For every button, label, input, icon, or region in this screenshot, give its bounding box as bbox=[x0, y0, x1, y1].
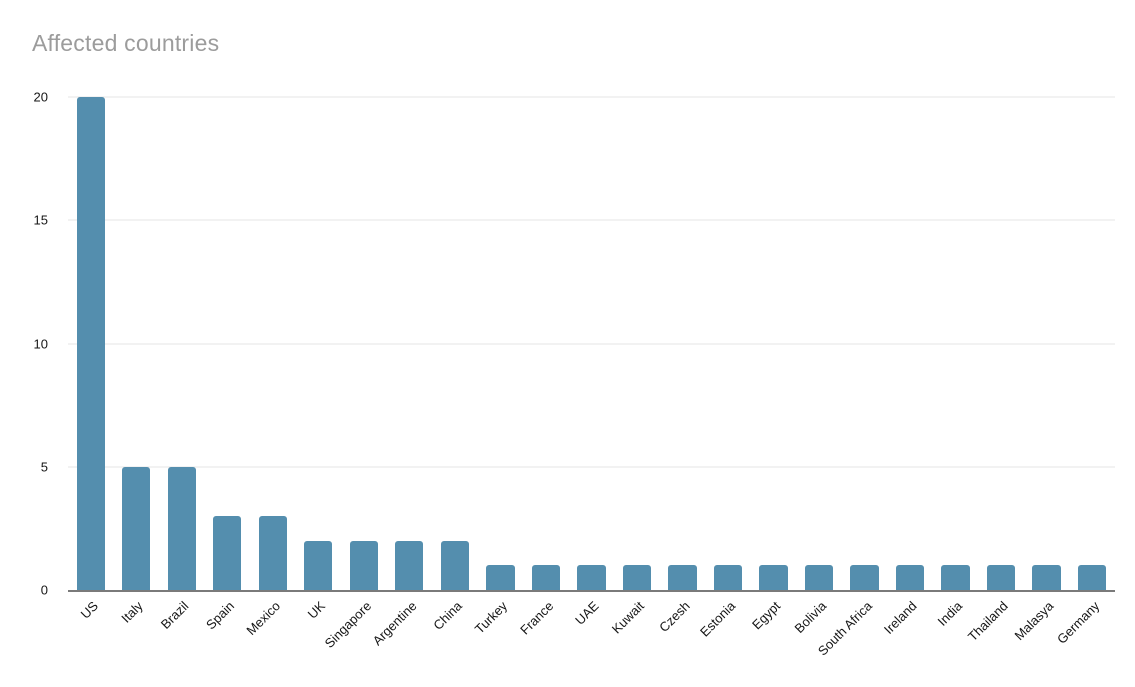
chart-title: Affected countries bbox=[32, 30, 220, 56]
bar-column-ireland bbox=[887, 97, 933, 590]
x-axis-label-kuwait: Kuwait bbox=[608, 598, 647, 637]
bar-kuwait[interactable] bbox=[622, 565, 652, 590]
bar-china[interactable] bbox=[440, 540, 469, 590]
bar-spain[interactable] bbox=[213, 516, 242, 590]
bar-italy[interactable] bbox=[122, 466, 151, 590]
x-axis-label-brazil: Brazil bbox=[158, 598, 192, 632]
bar-south-africa[interactable] bbox=[850, 565, 879, 590]
x-axis: US Italy Brazil Spain Mexico UK Singapore Argen… bbox=[68, 590, 1115, 687]
x-axis-label-china: China bbox=[430, 598, 465, 633]
bar-column-mexico bbox=[250, 97, 296, 590]
bar-column-thailand bbox=[978, 97, 1024, 590]
bar-column-egypt bbox=[751, 97, 797, 590]
bar-column-italy bbox=[114, 97, 160, 590]
x-axis-label-us: US bbox=[77, 598, 101, 622]
x-axis-label-spain: Spain bbox=[203, 598, 238, 633]
bar-column-kuwait bbox=[614, 97, 660, 590]
bar-india[interactable] bbox=[941, 565, 970, 590]
bar-egypt[interactable] bbox=[759, 565, 788, 590]
bar-column-turkey bbox=[478, 97, 524, 590]
bar-column-india bbox=[933, 97, 979, 590]
bar-column-uae bbox=[569, 97, 615, 590]
x-axis-label-bolivia: Bolivia bbox=[791, 598, 830, 636]
gridlines bbox=[68, 96, 1115, 590]
x-axis-label-egypt: Egypt bbox=[749, 598, 784, 633]
bar-column-malasya bbox=[1024, 97, 1070, 590]
bar-thailand[interactable] bbox=[986, 565, 1016, 590]
bar-bolivia[interactable] bbox=[804, 565, 834, 590]
y-tick-label-5: 5 bbox=[40, 459, 48, 475]
bar-germany[interactable] bbox=[1077, 565, 1107, 590]
bar-column-czesh bbox=[660, 97, 706, 590]
bar-column-china bbox=[432, 97, 478, 590]
bar-brazil[interactable] bbox=[167, 466, 196, 590]
y-axis: 0 5 10 15 20 bbox=[10, 91, 60, 597]
bar-column-france bbox=[523, 97, 569, 590]
y-tick-label-10: 10 bbox=[33, 336, 48, 351]
bar-ireland[interactable] bbox=[895, 565, 925, 590]
bar-argentine[interactable] bbox=[395, 540, 424, 590]
gridline-5 bbox=[68, 466, 1115, 468]
bar-singapore[interactable] bbox=[349, 540, 378, 590]
x-axis-label-uk: UK bbox=[304, 598, 329, 622]
bar-column-germany bbox=[1069, 97, 1115, 590]
bar-column-uk bbox=[296, 97, 342, 590]
bar-column-singapore bbox=[341, 97, 387, 590]
bar-uk[interactable] bbox=[304, 540, 333, 590]
x-axis-label-thailand: Thailand bbox=[965, 598, 1012, 645]
y-tick-label-0: 0 bbox=[40, 582, 48, 598]
x-axis-label-mexico: Mexico bbox=[243, 598, 283, 639]
bar-uae[interactable] bbox=[577, 565, 606, 590]
bar-column-estonia bbox=[705, 97, 751, 590]
bar-column-south-africa bbox=[842, 97, 888, 590]
x-axis-label-italy: Italy bbox=[118, 598, 147, 626]
x-axis-label-france: France bbox=[516, 598, 556, 638]
bar-turkey[interactable] bbox=[486, 565, 515, 590]
x-axis-label-czesh: Czesh bbox=[655, 598, 693, 635]
x-axis-label-germany: Germany bbox=[1053, 598, 1103, 647]
bar-malasya[interactable] bbox=[1032, 565, 1061, 590]
bar-column-brazil bbox=[159, 97, 205, 590]
gridline-20 bbox=[68, 96, 1115, 98]
bar-column-spain bbox=[205, 97, 251, 590]
y-tick-label-20: 20 bbox=[33, 89, 48, 105]
bar-column-us bbox=[68, 97, 114, 590]
x-axis-label-ireland: Ireland bbox=[881, 598, 921, 638]
x-axis-label-malasya: Malasya bbox=[1011, 598, 1057, 644]
bar-mexico[interactable] bbox=[258, 516, 287, 590]
bar-column-bolivia bbox=[796, 97, 842, 590]
x-axis-label-singapore: Singapore bbox=[321, 598, 374, 651]
x-axis-label-india: India bbox=[935, 598, 966, 629]
x-axis-label-turkey: Turkey bbox=[472, 598, 511, 637]
x-axis-label-estonia: Estonia bbox=[696, 598, 738, 640]
y-tick-label-15: 15 bbox=[33, 212, 48, 228]
x-axis-label-uae: UAE bbox=[571, 598, 602, 628]
bar-france[interactable] bbox=[531, 565, 561, 590]
bar-estonia[interactable] bbox=[713, 565, 743, 590]
x-axis-label-argentine: Argentine bbox=[369, 598, 420, 649]
plot-area: 0 5 10 15 20 US Italy Brazil Spain Mexico UK Singa… bbox=[34, 91, 1115, 658]
bar-column-argentine bbox=[387, 97, 433, 590]
bar-us[interactable] bbox=[76, 97, 105, 590]
bar-series bbox=[68, 97, 1115, 590]
gridline-15 bbox=[68, 219, 1115, 221]
bar-czesh[interactable] bbox=[668, 565, 697, 590]
gridline-10 bbox=[68, 343, 1115, 344]
